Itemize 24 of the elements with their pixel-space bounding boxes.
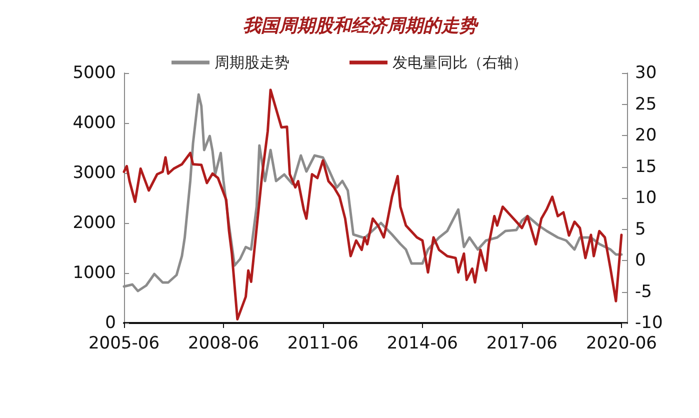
y-tick-label: 0 <box>105 313 116 333</box>
y2-tick-label: -10 <box>635 313 663 333</box>
x-tick-label: 2017-06 <box>486 334 558 354</box>
y-tick-label: 1000 <box>72 263 116 283</box>
y2-tick-label: 20 <box>635 126 657 146</box>
y2-tick-label: 10 <box>635 188 657 208</box>
y2-tick-label: 0 <box>635 250 646 270</box>
x-tick-label: 2011-06 <box>287 334 358 354</box>
y2-tick-label: -5 <box>635 282 652 302</box>
y2-tick-label: 30 <box>635 63 657 83</box>
x-tick-label: 2014-06 <box>386 334 458 354</box>
y2-tick-label: 15 <box>635 156 657 177</box>
legend-label: 周期股走势 <box>214 54 290 72</box>
x-tick-label: 2005-06 <box>88 334 160 354</box>
chart-title: 我国周期股和经济周期的走势 <box>243 16 479 36</box>
y2-tick-label: 25 <box>635 94 657 114</box>
y-tick-label: 2000 <box>72 213 116 233</box>
y-tick-label: 3000 <box>72 163 116 183</box>
y2-tick-label: 5 <box>635 219 646 240</box>
y-tick-label: 5000 <box>72 63 116 83</box>
x-tick-label: 2020-06 <box>586 334 657 354</box>
x-tick-label: 2008-06 <box>188 334 260 354</box>
legend-label: 发电量同比（右轴） <box>392 54 528 72</box>
y-tick-label: 4000 <box>72 113 116 133</box>
